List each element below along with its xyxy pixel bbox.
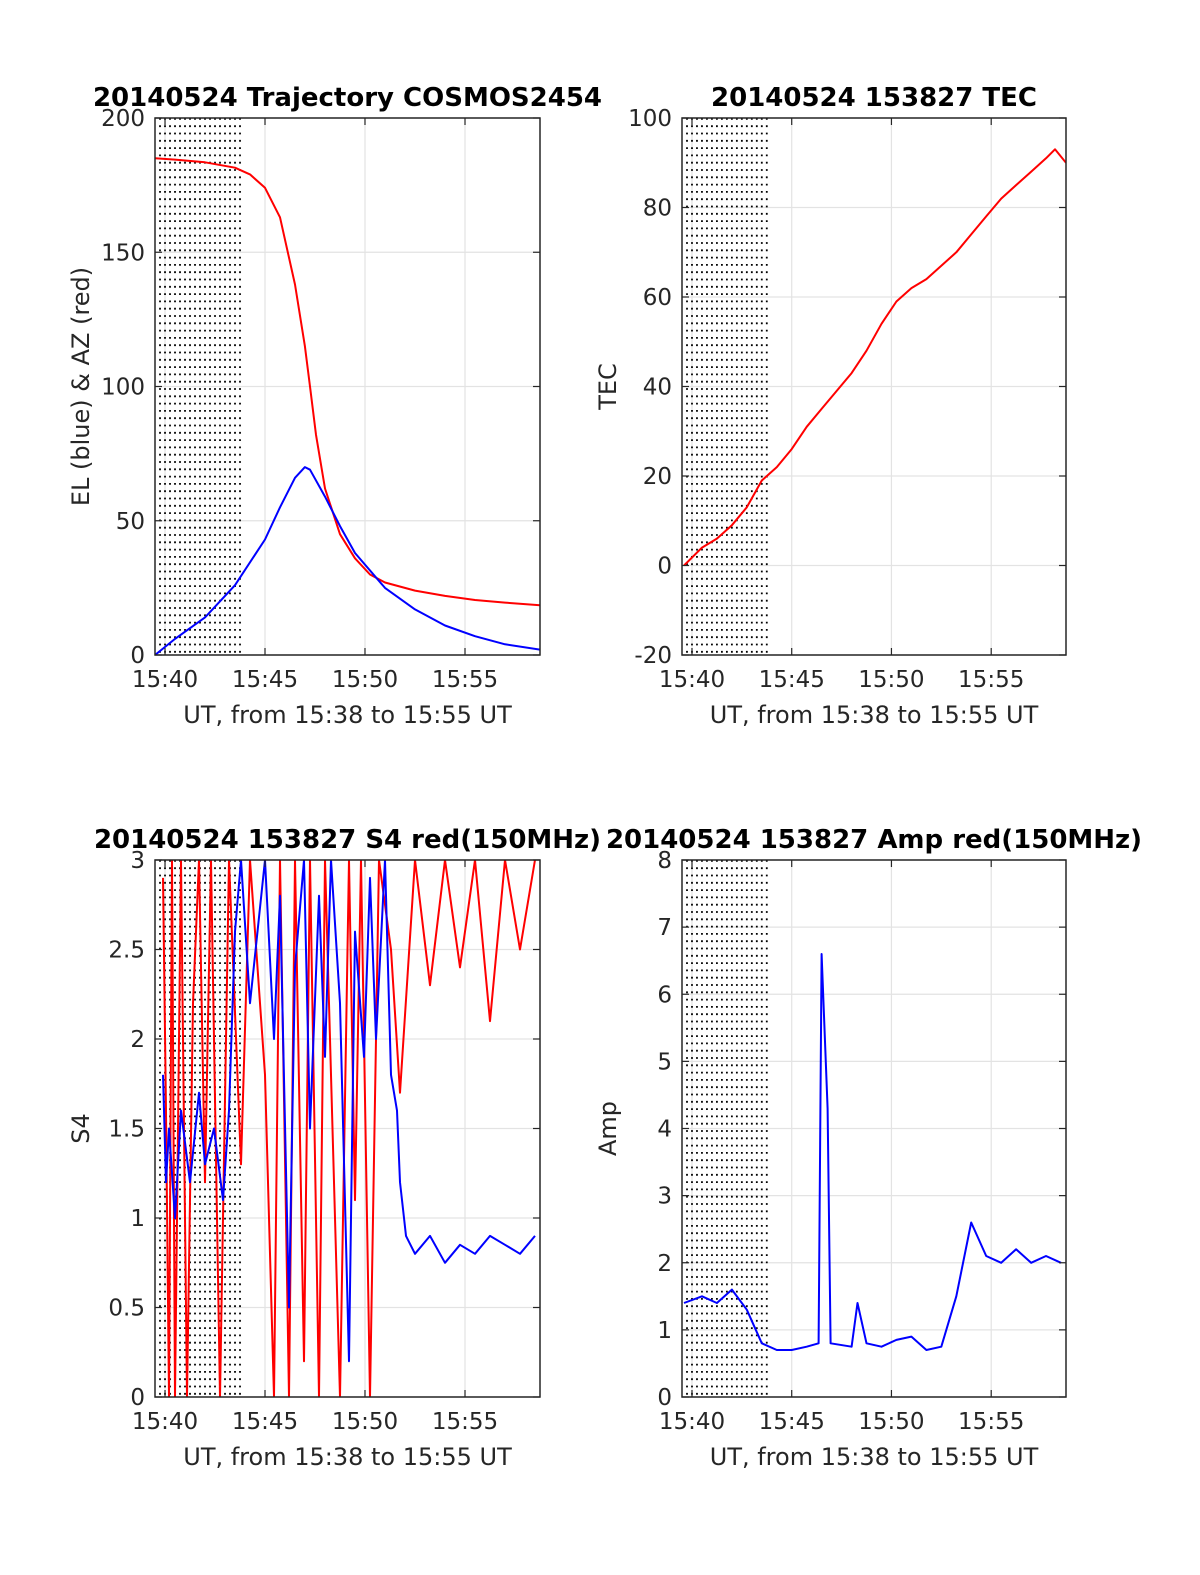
chart-s4: 0 0.5 1 1.5 2 2.5 3 15:40 15:45 15:50 15:55 2014052… [67, 825, 601, 1471]
x-axis-label: UT, from 15:38 to 15:55 UT [710, 701, 1039, 729]
x-tick-label: 15:40 [132, 667, 198, 693]
y-tick-label: 1 [657, 1318, 672, 1344]
x-tick-label: 15:50 [332, 1409, 398, 1435]
chart-title: 20140524 153827 TEC [711, 83, 1037, 113]
y-tick-label: 100 [101, 375, 145, 401]
x-tick-label: 15:45 [759, 667, 825, 693]
chart-tec: -20 0 20 40 60 80 100 15:40 15:45 15:50 15:55 20140… [594, 83, 1067, 729]
x-axis-label: UT, from 15:38 to 15:55 UT [183, 1443, 512, 1471]
y-tick-label: 8 [657, 848, 672, 874]
y-tick-label: 40 [643, 375, 672, 401]
y-tick-label: 200 [101, 106, 145, 132]
x-tick-label: 15:40 [659, 1409, 725, 1435]
x-axis-label: UT, from 15:38 to 15:55 UT [183, 701, 512, 729]
y-axis-label: Amp [594, 1101, 622, 1156]
y-tick-label: 6 [657, 982, 672, 1008]
x-tick-label: 15:55 [432, 667, 498, 693]
y-tick-label: 0 [130, 643, 145, 669]
x-tick-label: 15:50 [858, 667, 924, 693]
series-line-1 [155, 157, 540, 607]
x-tick-label: 15:45 [232, 1409, 298, 1435]
y-axis-label: S4 [67, 1113, 95, 1144]
chart-title: 20140524 153827 S4 red(150MHz) [94, 825, 601, 855]
x-tick-label: 15:50 [858, 1409, 924, 1435]
chart-title: 20140524 153827 Amp red(150MHz) [606, 825, 1142, 855]
y-tick-label: 100 [628, 106, 672, 132]
x-tick-label: 15:45 [759, 1409, 825, 1435]
y-tick-label: 7 [657, 915, 672, 941]
y-axis-label: TEC [594, 363, 622, 411]
y-tick-label: 0 [657, 1385, 672, 1411]
y-tick-label: 4 [657, 1117, 672, 1143]
series-line-2 [162, 860, 536, 1363]
y-tick-label: 50 [116, 509, 145, 535]
chart-trajectory: 0 50 100 150 200 15:40 15:45 15:50 15:55 20140524… [67, 83, 602, 729]
y-tick-label: 2 [657, 1251, 672, 1277]
y-tick-label: 5 [657, 1049, 672, 1075]
x-tick-label: 15:55 [958, 1409, 1024, 1435]
y-tick-label: 20 [643, 464, 672, 490]
x-axis-label: UT, from 15:38 to 15:55 UT [710, 1443, 1039, 1471]
y-axis-label: EL (blue) & AZ (red) [67, 267, 95, 506]
y-tick-label: 2 [130, 1027, 145, 1053]
y-tick-label: 0 [657, 554, 672, 580]
y-tick-label: 3 [130, 848, 145, 874]
x-tick-label: 15:50 [332, 667, 398, 693]
chart-amp: 0 1 2 3 4 5 6 7 8 15:40 15:45 15:50 15:55 20140524 15… [594, 825, 1142, 1471]
y-tick-label: 150 [101, 240, 145, 266]
y-tick-label: 1 [130, 1206, 145, 1232]
x-tick-label: 15:45 [232, 667, 298, 693]
y-tick-label: 1.5 [108, 1117, 145, 1143]
series-line-1 [683, 953, 1062, 1351]
series-line-2 [155, 466, 540, 655]
y-tick-label: 2.5 [108, 938, 145, 964]
y-tick-label: 3 [657, 1184, 672, 1210]
series-line-1 [162, 860, 536, 1397]
y-tick-label: 0 [130, 1385, 145, 1411]
y-tick-label: 60 [643, 285, 672, 311]
y-tick-label: 80 [643, 196, 672, 222]
x-tick-label: 15:40 [659, 667, 725, 693]
x-tick-label: 15:55 [958, 667, 1024, 693]
y-tick-label: 0.5 [108, 1296, 145, 1322]
x-tick-label: 15:40 [132, 1409, 198, 1435]
x-tick-label: 15:55 [432, 1409, 498, 1435]
chart-title: 20140524 Trajectory COSMOS2454 [93, 83, 602, 113]
y-tick-label: -20 [634, 643, 672, 669]
series-line-1 [683, 148, 1066, 567]
